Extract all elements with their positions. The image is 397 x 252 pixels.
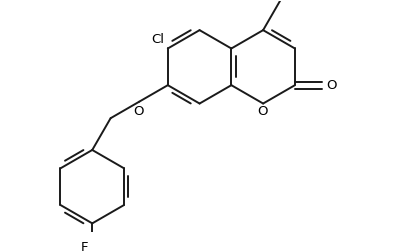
Text: O: O [257, 105, 268, 118]
Text: O: O [133, 105, 143, 118]
Text: Cl: Cl [151, 33, 164, 46]
Text: O: O [326, 79, 337, 92]
Text: F: F [81, 241, 89, 252]
